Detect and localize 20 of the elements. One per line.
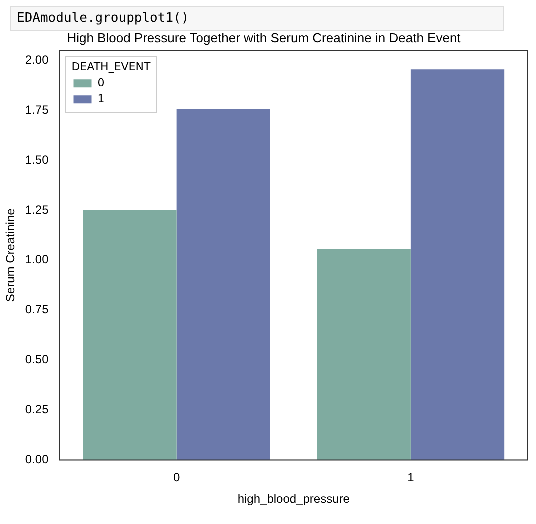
y-tick-label: 0.75 xyxy=(25,302,50,317)
y-tick-label: 1.50 xyxy=(25,152,50,167)
y-tick-label: 1.00 xyxy=(25,252,50,267)
legend-label: 1 xyxy=(98,92,105,106)
y-tick-label: 0.50 xyxy=(25,352,50,367)
y-axis-title: Serum Creatinine xyxy=(4,208,18,302)
y-tick-label: 1.25 xyxy=(25,202,50,217)
y-tick-label: 2.00 xyxy=(25,52,50,67)
y-tick-label: 1.75 xyxy=(25,102,50,117)
bar xyxy=(410,70,505,460)
text: EDAmodule.groupplot1() xyxy=(10,6,504,31)
bar xyxy=(176,110,270,460)
legend-label: 0 xyxy=(98,76,105,90)
legend-title: DEATH_EVENT xyxy=(72,60,151,74)
bar xyxy=(83,210,177,460)
x-axis-title: high_blood_pressure xyxy=(238,492,350,506)
bar xyxy=(317,249,411,460)
chart-title: High Blood Pressure Together with Serum Creatinine in Death Event xyxy=(67,30,462,46)
y-tick-label: 0.00 xyxy=(25,452,50,467)
y-tick-label: 0.25 xyxy=(25,402,50,417)
